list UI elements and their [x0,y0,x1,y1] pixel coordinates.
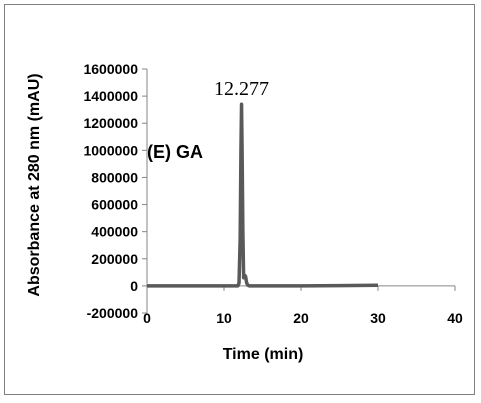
y-tick-label: 0 [130,278,138,294]
y-tick-label: 800000 [91,169,138,185]
x-axis: 0 10 20 30 40 [143,285,463,326]
y-tick-label: -200000 [87,305,139,321]
y-tick-label: 400000 [91,224,138,240]
series-layer [147,102,379,288]
x-tick-label: 10 [216,310,232,326]
panel-label: (E) GA [147,142,203,162]
y-tick-label: 200000 [91,251,138,267]
y-tick-label: 1600000 [83,61,138,77]
x-tick-label: 0 [143,310,151,326]
y-tick-label: 600000 [91,197,138,213]
x-tick-label: 20 [293,310,309,326]
y-tick-label: 1400000 [83,88,138,104]
y-tick-label: 1000000 [83,142,138,158]
annotation-layer: 12.277 [214,78,269,100]
x-tick-label: 40 [447,310,463,326]
x-axis-title: Time (min) [223,346,304,363]
y-tick-label: 1200000 [83,115,138,131]
y-axis: -200000 0 200000 400000 600000 800000 1000000 1… [83,61,148,321]
peak-annotation: 12.277 [214,78,269,100]
y-axis-title: Absorbance at 280 nm (mAU) [26,73,43,296]
x-tick-label: 30 [370,310,386,326]
series-line-0 [147,102,379,288]
